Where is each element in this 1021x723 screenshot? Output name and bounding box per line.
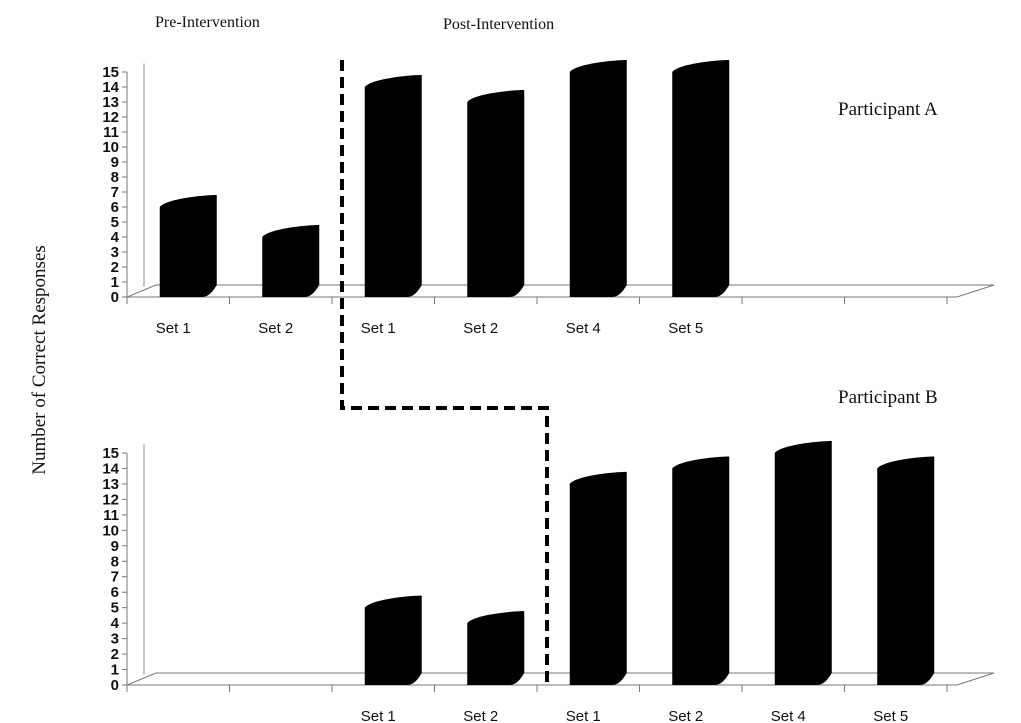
y-tick-label: 6: [111, 584, 119, 601]
bar: [364, 75, 422, 297]
x-category-label: Set 2: [463, 708, 498, 723]
y-tick-label: 3: [111, 631, 119, 648]
y-tick-label: 0: [111, 289, 119, 306]
bar: [672, 60, 730, 297]
phase-label-pre: Pre-Intervention: [155, 14, 260, 31]
floor-plane: [126, 672, 995, 686]
bar: [877, 456, 935, 685]
y-tick-label: 7: [111, 184, 119, 201]
x-category-label: Set 2: [258, 320, 293, 337]
y-tick-label: 10: [102, 522, 119, 539]
y-tick-label: 5: [111, 600, 119, 617]
x-category-label: Set 1: [361, 320, 396, 337]
y-tick-label: 13: [102, 476, 119, 493]
bar: [467, 90, 525, 297]
y-tick-label: 4: [111, 229, 120, 246]
y-tick-label: 2: [111, 259, 119, 276]
floor-plane: [126, 284, 995, 298]
bar: [569, 60, 627, 297]
y-tick-label: 1: [111, 274, 119, 291]
x-category-label: Set 1: [156, 320, 191, 337]
y-tick-label: 15: [102, 445, 119, 462]
y-tick-label: 6: [111, 199, 119, 216]
x-category-label: Set 1: [361, 708, 396, 723]
y-tick-label: 14: [102, 460, 119, 477]
x-category-label: Set 4: [566, 320, 601, 337]
y-tick-label: 11: [103, 124, 119, 141]
y-tick-label: 8: [111, 553, 119, 570]
y-tick-label: 8: [111, 169, 119, 186]
x-category-label: Set 2: [668, 708, 703, 723]
y-tick-label: 12: [102, 491, 119, 508]
y-tick-label: 15: [102, 64, 119, 81]
bar: [159, 195, 217, 297]
bar: [774, 441, 832, 685]
y-axis-label: Number of Correct Responses: [29, 245, 50, 475]
y-tick-label: 5: [111, 214, 119, 231]
y-tick-label: 7: [111, 569, 119, 586]
x-category-label: Set 2: [463, 320, 498, 337]
x-category-label: Set 4: [771, 708, 806, 723]
y-tick-label: 0: [111, 677, 119, 694]
y-tick-label: 4: [111, 615, 120, 632]
y-tick-label: 9: [111, 154, 119, 171]
y-tick-label: 2: [111, 646, 119, 663]
y-tick-label: 11: [103, 507, 119, 524]
y-tick-label: 10: [102, 139, 119, 156]
bar: [364, 595, 422, 685]
phase-change-line: [340, 60, 549, 683]
y-tick-label: 14: [102, 79, 119, 96]
x-category-label: Set 5: [873, 708, 908, 723]
y-tick-label: 3: [111, 244, 119, 261]
x-category-label: Set 5: [668, 320, 703, 337]
bar: [262, 225, 320, 297]
y-tick-label: 13: [102, 94, 119, 111]
x-category-label: Set 1: [566, 708, 601, 723]
participant-b-label: Participant B: [838, 387, 938, 408]
y-tick-label: 9: [111, 538, 119, 555]
y-tick-label: 12: [102, 109, 119, 126]
participant-a-label: Participant A: [838, 99, 938, 120]
phase-label-post: Post-Intervention: [443, 16, 554, 33]
bar: [672, 456, 730, 685]
y-tick-label: 1: [111, 662, 119, 679]
bar: [569, 471, 627, 685]
bar: [467, 611, 525, 685]
